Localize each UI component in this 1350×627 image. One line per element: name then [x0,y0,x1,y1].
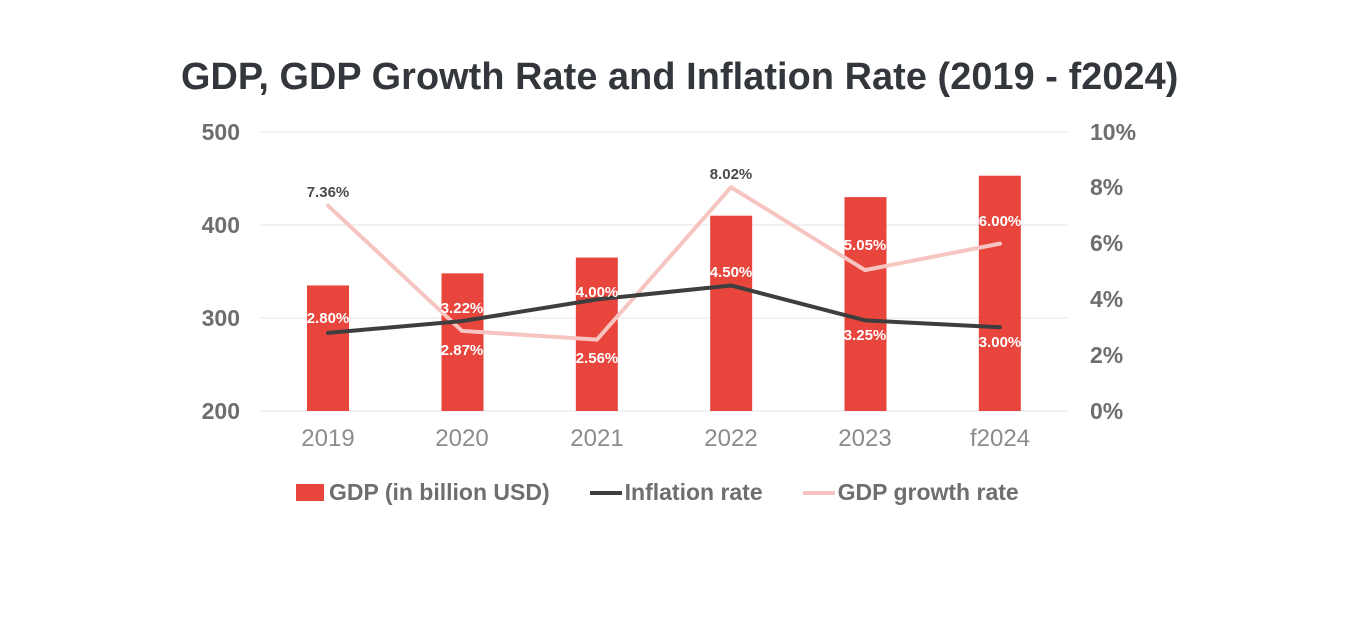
svg-text:3.00%: 3.00% [979,334,1022,351]
svg-text:6%: 6% [1090,230,1123,256]
svg-text:2.80%: 2.80% [307,310,350,327]
svg-text:2023: 2023 [838,425,891,452]
svg-text:2021: 2021 [570,425,623,452]
svg-text:10%: 10% [1090,119,1136,145]
svg-text:3.25%: 3.25% [844,327,887,344]
svg-text:8.02%: 8.02% [710,166,753,183]
svg-text:200: 200 [202,398,240,424]
svg-text:0%: 0% [1090,398,1123,424]
svg-text:8%: 8% [1090,174,1123,200]
svg-text:7.36%: 7.36% [307,184,350,201]
svg-text:5.05%: 5.05% [844,237,887,254]
svg-text:4.50%: 4.50% [710,264,753,281]
svg-text:6.00%: 6.00% [979,213,1022,230]
svg-text:300: 300 [202,305,240,331]
svg-text:4.00%: 4.00% [576,284,619,301]
svg-text:500: 500 [202,119,240,145]
svg-text:2.87%: 2.87% [441,342,484,359]
svg-text:2%: 2% [1090,342,1123,368]
svg-text:2022: 2022 [704,425,757,452]
svg-text:4%: 4% [1090,286,1123,312]
svg-text:f2024: f2024 [970,425,1030,452]
svg-text:3.22%: 3.22% [441,300,484,317]
svg-text:2019: 2019 [301,425,354,452]
svg-text:2020: 2020 [435,425,488,452]
svg-text:400: 400 [202,212,240,238]
svg-text:2.56%: 2.56% [576,350,619,367]
